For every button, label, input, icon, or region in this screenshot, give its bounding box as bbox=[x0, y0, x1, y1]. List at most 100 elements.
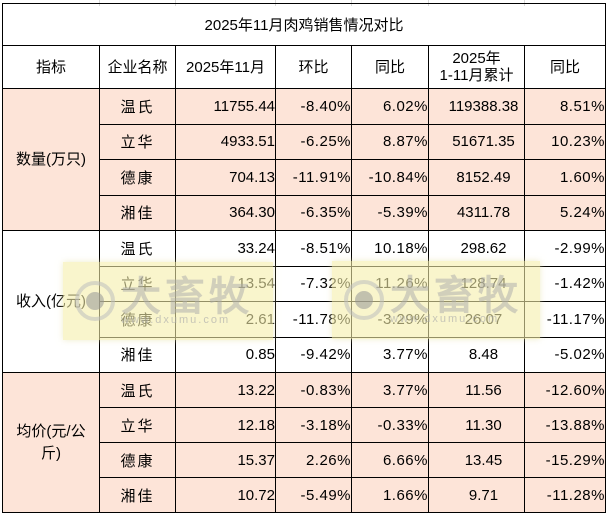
metric-label: 均价(元/公斤) bbox=[2, 372, 100, 513]
ytd-yoy-change: 10.23% bbox=[524, 123, 606, 160]
ytd-value: 8152.49 bbox=[428, 159, 525, 196]
header-metric: 指标 bbox=[2, 45, 100, 89]
month-value: 33.24 bbox=[175, 230, 276, 267]
ytd-yoy-change: 8.51% bbox=[524, 88, 606, 125]
yoy-change: 8.87% bbox=[351, 123, 429, 160]
yoy-change: 1.66% bbox=[351, 477, 429, 513]
ytd-value: 298.62 bbox=[428, 230, 525, 267]
header-ytd-yoy: 同比 bbox=[524, 45, 606, 89]
month-value: 15.37 bbox=[175, 442, 276, 478]
ytd-value: 13.45 bbox=[428, 442, 525, 478]
month-value: 704.13 bbox=[175, 159, 276, 196]
table-row: 湘佳 10.72 -5.49% 1.66% 9.71 -11.28% bbox=[3, 477, 606, 513]
company-name: 德康 bbox=[99, 159, 176, 196]
yoy-change: -3.29% bbox=[351, 301, 429, 338]
ytd-value: 26.07 bbox=[428, 301, 525, 338]
month-value: 2.61 bbox=[175, 301, 276, 338]
ytd-yoy-change: -11.17% bbox=[524, 301, 606, 338]
table-row: 收入(亿元) 温氏 33.24 -8.51% 10.18% 298.62 -2.99% bbox=[2, 230, 606, 373]
company-name: 温氏 bbox=[99, 372, 176, 408]
table-row: 德康 15.37 2.26% 6.66% 13.45 -15.29% bbox=[3, 442, 606, 478]
ytd-yoy-change: -13.88% bbox=[524, 407, 606, 443]
ytd-value: 9.71 bbox=[428, 477, 525, 513]
table-row: 数量(万只) 温氏 11755.44 -8.40% 6.02% 119388.38 8.51… bbox=[2, 88, 606, 231]
ytd-value: 11.30 bbox=[428, 407, 525, 443]
company-name: 立华 bbox=[99, 407, 176, 443]
ytd-yoy-change: 1.60% bbox=[524, 159, 606, 196]
mom-change: -3.18% bbox=[275, 407, 352, 443]
metric-label: 数量(万只) bbox=[2, 88, 100, 231]
month-value: 364.30 bbox=[175, 194, 276, 231]
table-row: 均价(元/公斤) 温氏 13.22 -0.83% 3.77% 11.56 -12.60% bbox=[2, 372, 606, 513]
mom-change: -5.49% bbox=[275, 477, 352, 513]
mom-change: -11.78% bbox=[275, 301, 352, 338]
yoy-change: -0.33% bbox=[351, 407, 429, 443]
mom-change: 2.26% bbox=[275, 442, 352, 478]
company-name: 湘佳 bbox=[99, 336, 176, 373]
month-value: 13.22 bbox=[175, 372, 276, 408]
yoy-change: -10.84% bbox=[351, 159, 429, 196]
company-name: 湘佳 bbox=[99, 194, 176, 231]
company-name: 立华 bbox=[99, 123, 176, 160]
company-name: 温氏 bbox=[99, 230, 176, 267]
metric-label-text: 数量(万只) bbox=[16, 150, 86, 168]
header-mom: 环比 bbox=[275, 45, 352, 89]
month-value: 12.18 bbox=[175, 407, 276, 443]
header-yoy: 同比 bbox=[351, 45, 429, 89]
table-row: 德康 704.13 -11.91% -10.84% 8152.49 1.60% bbox=[3, 159, 606, 196]
yoy-change: 10.18% bbox=[351, 230, 429, 267]
table-row: 湘佳 364.30 -6.35% -5.39% 4311.78 5.24% bbox=[3, 194, 606, 231]
yoy-change: 11.26% bbox=[351, 265, 429, 302]
header-ytd: 2025年 1-11月累计 bbox=[428, 45, 525, 89]
yoy-change: 3.77% bbox=[351, 336, 429, 373]
ytd-value: 4311.78 bbox=[428, 194, 525, 231]
company-name: 德康 bbox=[99, 442, 176, 478]
header-row: 指标 企业名称 2025年11月 环比 同比 2025年 1-11月累计 同比 bbox=[2, 45, 606, 89]
ytd-yoy-change: 5.24% bbox=[524, 194, 606, 231]
ytd-value: 119388.38 bbox=[428, 88, 525, 125]
metric-label: 收入(亿元) bbox=[2, 230, 100, 373]
mom-change: -8.51% bbox=[275, 230, 352, 267]
yoy-change: 6.66% bbox=[351, 442, 429, 478]
ytd-value: 51671.35 bbox=[428, 123, 525, 160]
company-name: 立华 bbox=[99, 265, 176, 302]
comparison-table: 2025年11月肉鸡销售情况对比 指标 企业名称 2025年11月 环比 同比 … bbox=[2, 3, 606, 513]
company-name: 湘佳 bbox=[99, 477, 176, 513]
header-ytd-line2: 1-11月累计 bbox=[439, 67, 514, 84]
mom-change: -6.25% bbox=[275, 123, 352, 160]
yoy-change: 6.02% bbox=[351, 88, 429, 125]
company-name: 德康 bbox=[99, 301, 176, 338]
header-company: 企业名称 bbox=[99, 45, 176, 89]
table-row: 立华 4933.51 -6.25% 8.87% 51671.35 10.23% bbox=[3, 123, 606, 160]
ytd-yoy-change: -5.02% bbox=[524, 336, 606, 373]
ytd-yoy-change: -2.99% bbox=[524, 230, 606, 267]
table-row: 立华 12.18 -3.18% -0.33% 11.30 -13.88% bbox=[3, 407, 606, 443]
mom-change: -8.40% bbox=[275, 88, 352, 125]
ytd-value: 11.56 bbox=[428, 372, 525, 408]
month-value: 11755.44 bbox=[175, 88, 276, 125]
metric-label-text: 收入(亿元) bbox=[16, 292, 86, 310]
table-row: 湘佳 0.85 -9.42% 3.77% 8.48 -5.02% bbox=[3, 336, 606, 373]
ytd-value: 8.48 bbox=[428, 336, 525, 373]
ytd-yoy-change: -12.60% bbox=[524, 372, 606, 408]
ytd-yoy-change: -1.42% bbox=[524, 265, 606, 302]
header-ytd-line1: 2025年 bbox=[452, 50, 501, 67]
mom-change: -7.32% bbox=[275, 265, 352, 302]
mom-change: -9.42% bbox=[275, 336, 352, 373]
header-month: 2025年11月 bbox=[175, 45, 276, 89]
ytd-value: 128.74 bbox=[428, 265, 525, 302]
yoy-change: -5.39% bbox=[351, 194, 429, 231]
mom-change: -6.35% bbox=[275, 194, 352, 231]
month-value: 13.54 bbox=[175, 265, 276, 302]
month-value: 10.72 bbox=[175, 477, 276, 513]
metric-label-text: 均价(元/公斤) bbox=[16, 422, 86, 462]
mom-change: -11.91% bbox=[275, 159, 352, 196]
month-value: 4933.51 bbox=[175, 123, 276, 160]
ytd-yoy-change: -15.29% bbox=[524, 442, 606, 478]
ytd-yoy-change: -11.28% bbox=[524, 477, 606, 513]
table-title: 2025年11月肉鸡销售情况对比 bbox=[2, 3, 606, 46]
company-name: 温氏 bbox=[99, 88, 176, 125]
month-value: 0.85 bbox=[175, 336, 276, 373]
mom-change: -0.83% bbox=[275, 372, 352, 408]
yoy-change: 3.77% bbox=[351, 372, 429, 408]
